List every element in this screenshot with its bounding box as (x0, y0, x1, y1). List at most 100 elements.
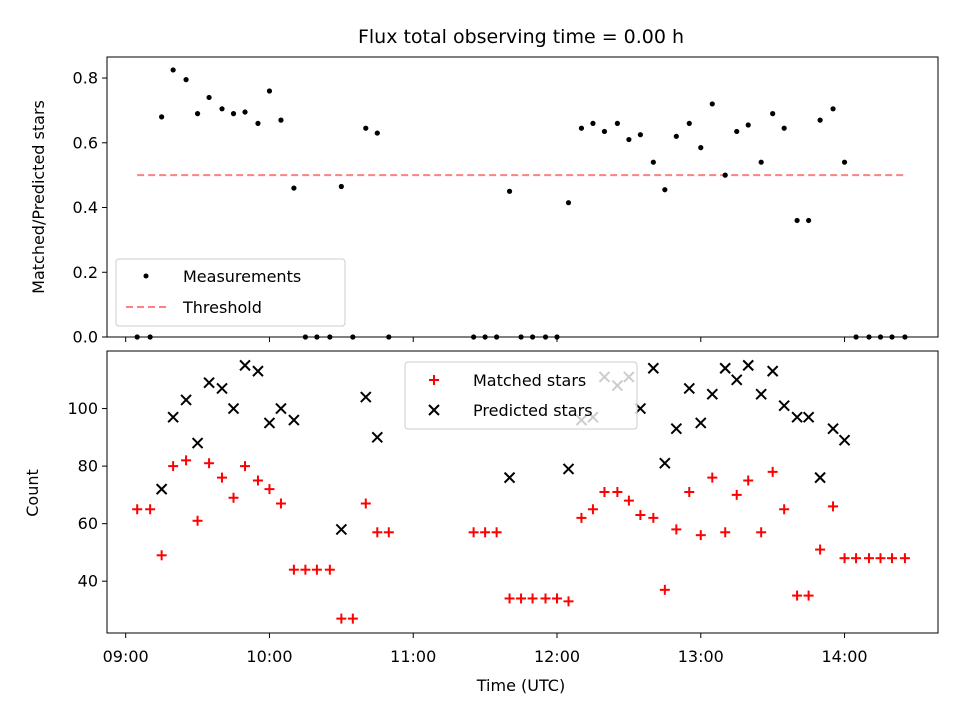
predicted-star-point-b (203, 376, 215, 389)
top-plot-frame (106, 56, 939, 338)
bottom-y-axis-label: Count (23, 469, 42, 517)
measurement-point (363, 125, 369, 131)
predicted-star-point (814, 471, 826, 484)
measurement-point (722, 172, 728, 178)
measurement-point (206, 94, 212, 101)
predicted-star-point (288, 414, 300, 426)
measurement-point (794, 217, 800, 224)
top-y-axis-label: Matched/Predicted stars (29, 100, 48, 294)
matched-star-point (635, 510, 646, 521)
predicted-star-point-b (360, 391, 372, 403)
predicted-star-point (695, 417, 707, 429)
matched-star-point (516, 593, 527, 604)
matched-star-point (181, 455, 192, 466)
predicted-star-point-b (239, 359, 251, 372)
measurement-point (506, 188, 513, 194)
top-plot-area: 0.00.20.40.60.8 Matched/Predicted stars … (29, 56, 939, 347)
legend-x (428, 404, 440, 416)
matched-star-point (552, 593, 563, 604)
matched-star-point (684, 487, 695, 497)
bottom-xtick-label: 11:00 (390, 647, 436, 666)
matched-star-point (886, 553, 897, 564)
predicted-star-point-b (275, 402, 287, 415)
measurement-point (255, 120, 261, 126)
predicted-star-point-b (755, 388, 767, 400)
measurement-point (709, 101, 715, 107)
matched-star-point (839, 553, 850, 564)
bottom-axis-ticks: 40 60 80 100 09:00 10:00 11:00 12:00 13:00 14:00 (67, 399, 867, 666)
matched-star-point (599, 487, 610, 497)
measurement-point (614, 120, 620, 126)
measurement-point (817, 117, 823, 123)
measurement-point (266, 88, 273, 94)
predicted-star-point-b (683, 382, 695, 395)
measurement-point (219, 106, 225, 112)
matched-star-point (851, 553, 862, 564)
predicted-star-point-b (263, 417, 276, 429)
matched-star-point (480, 527, 491, 538)
matched-star-point (360, 498, 371, 509)
predicted-star-point-b (252, 365, 264, 377)
legend-x-b (428, 404, 440, 416)
bottom-data-marks (132, 359, 910, 624)
predicted-star-point-b (766, 365, 779, 377)
matched-star-point (347, 613, 358, 624)
matched-star-point (779, 504, 790, 515)
predicted-star-point-b (778, 399, 790, 412)
legend-predicted-label: Predicted stars (473, 401, 593, 420)
predicted-star-point (683, 382, 695, 395)
predicted-star-point (360, 391, 372, 403)
matched-star-point (720, 527, 731, 538)
matched-star-point (875, 553, 886, 564)
matched-star-point (767, 466, 778, 477)
matched-star-point (372, 527, 383, 538)
predicted-star-point-b (216, 382, 228, 395)
matched-star-point (707, 472, 718, 483)
measurement-point (601, 128, 608, 135)
top-legend-box (115, 258, 346, 327)
predicted-star-point (155, 483, 168, 495)
matched-star-point (623, 495, 634, 506)
matched-star-point (383, 527, 394, 538)
measurement-point (686, 120, 692, 126)
top-ytick-label: 0.8 (73, 69, 98, 88)
bottom-legend: Matched stars Predicted stars (404, 361, 638, 430)
predicted-star-point-b (814, 471, 826, 484)
matched-star-point (899, 553, 910, 564)
measurement-point (291, 185, 297, 191)
measurement-point (590, 120, 596, 126)
measurement-point (278, 117, 284, 123)
measurement-point (673, 133, 679, 139)
matched-star-point (204, 458, 215, 469)
matched-star-point (132, 504, 143, 515)
matched-star-point (192, 515, 203, 526)
matched-star-point (612, 487, 623, 497)
predicted-star-point (203, 376, 215, 389)
matched-star-point (275, 498, 286, 509)
matched-star-point (540, 593, 551, 604)
predicted-star-point (239, 359, 251, 372)
top-legend: Measurements Threshold (115, 258, 346, 327)
matched-star-point (300, 564, 311, 575)
measurement-point (565, 200, 572, 206)
predicted-star-point-b (838, 434, 851, 446)
predicted-star-point-b (827, 422, 839, 435)
matched-star-point (217, 472, 228, 483)
measurement-point (770, 111, 776, 117)
predicted-star-point (371, 431, 383, 444)
top-ytick-label: 0.6 (73, 133, 98, 152)
legend-measurements-label: Measurements (183, 267, 301, 286)
predicted-star-point (731, 374, 743, 386)
legend-matched-marker (429, 375, 439, 385)
measurement-point (159, 114, 165, 120)
bottom-legend-box (404, 361, 638, 430)
x-axis-label: Time (UTC) (476, 676, 565, 695)
matched-star-point (311, 564, 322, 575)
predicted-star-point (719, 362, 731, 374)
predicted-star-point-b (659, 457, 671, 469)
matched-star-point (803, 590, 814, 601)
matched-star-point (648, 512, 659, 523)
matched-star-point (252, 475, 263, 486)
matched-star-point (576, 512, 587, 523)
bottom-ytick-label: 40 (78, 572, 98, 591)
